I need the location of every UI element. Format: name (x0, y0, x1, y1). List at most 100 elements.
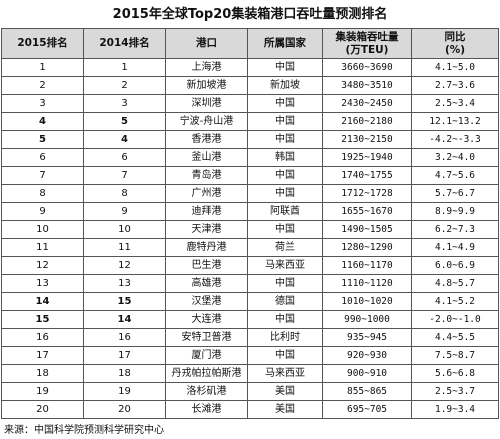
table-row: 14 15 汉堡港 德国 1010~1020 4.1~5.2 (1, 292, 499, 311)
cell-port: 高雄港 (165, 274, 248, 293)
cell-rank-2014: 11 (83, 238, 166, 257)
cell-growth: 6.2~7.3 (411, 220, 499, 239)
cell-country: 中国 (247, 94, 323, 113)
cell-rank-2015: 11 (1, 238, 84, 257)
cell-growth: 2.5~3.4 (411, 94, 499, 113)
cell-country: 中国 (247, 220, 323, 239)
cell-country: 中国 (247, 112, 323, 131)
table-row: 11 11 鹿特丹港 荷兰 1280~1290 4.1~4.9 (1, 238, 499, 257)
cell-rank-2015: 10 (1, 220, 84, 239)
table-row: 10 10 天津港 中国 1490~1505 6.2~7.3 (1, 220, 499, 239)
cell-throughput: 855~865 (322, 382, 412, 401)
cell-rank-2014: 5 (83, 112, 166, 131)
cell-country: 马来西亚 (247, 256, 323, 275)
cell-port: 迪拜港 (165, 202, 248, 221)
table-row: 19 19 洛杉矶港 美国 855~865 2.5~3.7 (1, 382, 499, 401)
cell-growth: -4.2~-3.3 (411, 130, 499, 149)
header-growth-line1: 同比 (444, 30, 466, 43)
cell-rank-2014: 10 (83, 220, 166, 239)
table-row: 8 8 广州港 中国 1712~1728 5.7~6.7 (1, 184, 499, 203)
table-row: 16 16 安特卫普港 比利时 935~945 4.4~5.5 (1, 328, 499, 347)
cell-rank-2015: 8 (1, 184, 84, 203)
cell-rank-2014: 6 (83, 148, 166, 167)
page-title: 2015年全球Top20集装箱港口吞吐量预测排名 (112, 7, 388, 22)
cell-growth: 4.8~5.7 (411, 274, 499, 293)
cell-throughput: 695~705 (322, 400, 412, 419)
cell-throughput: 1160~1170 (322, 256, 412, 275)
cell-growth: 6.0~6.9 (411, 256, 499, 275)
cell-country: 中国 (247, 130, 323, 149)
cell-rank-2015: 16 (1, 328, 84, 347)
cell-port: 青岛港 (165, 166, 248, 185)
cell-throughput: 920~930 (322, 346, 412, 365)
table-row: 4 5 宁波-舟山港 中国 2160~2180 12.1~13.2 (1, 112, 499, 131)
cell-rank-2014: 20 (83, 400, 166, 419)
cell-country: 荷兰 (247, 238, 323, 257)
cell-rank-2015: 1 (1, 58, 84, 77)
cell-rank-2014: 14 (83, 310, 166, 329)
cell-country: 中国 (247, 58, 323, 77)
cell-throughput: 3480~3510 (322, 76, 412, 95)
cell-throughput: 1280~1290 (322, 238, 412, 257)
cell-rank-2014: 1 (83, 58, 166, 77)
header-country: 所属国家 (247, 28, 323, 59)
cell-rank-2015: 17 (1, 346, 84, 365)
cell-throughput: 1740~1755 (322, 166, 412, 185)
cell-rank-2015: 7 (1, 166, 84, 185)
cell-port: 香港港 (165, 130, 248, 149)
cell-country: 中国 (247, 310, 323, 329)
header-throughput-line2: (万TEU) (345, 43, 389, 56)
cell-throughput: 3660~3690 (322, 58, 412, 77)
cell-throughput: 1712~1728 (322, 184, 412, 203)
cell-country: 美国 (247, 382, 323, 401)
cell-growth: 2.5~3.7 (411, 382, 499, 401)
cell-port: 新加坡港 (165, 76, 248, 95)
table-row: 12 12 巴生港 马来西亚 1160~1170 6.0~6.9 (1, 256, 499, 275)
cell-country: 比利时 (247, 328, 323, 347)
cell-growth: 4.4~5.5 (411, 328, 499, 347)
cell-growth: 4.1~5.0 (411, 58, 499, 77)
cell-growth: 4.1~5.2 (411, 292, 499, 311)
cell-throughput: 1110~1120 (322, 274, 412, 293)
header-growth: 同比 (%) (411, 28, 499, 59)
table-row: 15 14 大连港 中国 990~1000 -2.0~-1.0 (1, 310, 499, 329)
cell-rank-2014: 19 (83, 382, 166, 401)
table-row: 7 7 青岛港 中国 1740~1755 4.7~5.6 (1, 166, 499, 185)
table-row: 5 4 香港港 中国 2130~2150 -4.2~-3.3 (1, 130, 499, 149)
table-row: 9 9 迪拜港 阿联酋 1655~1670 8.9~9.9 (1, 202, 499, 221)
cell-country: 中国 (247, 184, 323, 203)
header-port: 港口 (165, 28, 248, 59)
cell-port: 洛杉矶港 (165, 382, 248, 401)
cell-country: 马来西亚 (247, 364, 323, 383)
cell-throughput: 900~910 (322, 364, 412, 383)
cell-country: 中国 (247, 166, 323, 185)
source-note: 来源：中国科学院预测科学研究中心 (4, 425, 164, 436)
header-throughput: 集装箱吞吐量 (万TEU) (322, 28, 412, 59)
cell-rank-2015: 2 (1, 76, 84, 95)
cell-growth: 12.1~13.2 (411, 112, 499, 131)
cell-throughput: 2430~2450 (322, 94, 412, 113)
cell-growth: 7.5~8.7 (411, 346, 499, 365)
cell-growth: 1.9~3.4 (411, 400, 499, 419)
cell-rank-2015: 5 (1, 130, 84, 149)
page: 2015年全球Top20集装箱港口吞吐量预测排名 2015排名 2014排名 港… (1, 7, 499, 436)
cell-throughput: 2160~2180 (322, 112, 412, 131)
cell-country: 中国 (247, 346, 323, 365)
cell-port: 鹿特丹港 (165, 238, 248, 257)
cell-rank-2014: 15 (83, 292, 166, 311)
cell-growth: 2.7~3.6 (411, 76, 499, 95)
table-row: 3 3 深圳港 中国 2430~2450 2.5~3.4 (1, 94, 499, 113)
cell-throughput: 2130~2150 (322, 130, 412, 149)
cell-throughput: 935~945 (322, 328, 412, 347)
table-row: 20 20 长滩港 美国 695~705 1.9~3.4 (1, 400, 499, 419)
cell-port: 汉堡港 (165, 292, 248, 311)
cell-port: 丹戎帕拉帕斯港 (165, 364, 248, 383)
cell-port: 大连港 (165, 310, 248, 329)
cell-port: 巴生港 (165, 256, 248, 275)
table-row: 6 6 釜山港 韩国 1925~1940 3.2~4.0 (1, 148, 499, 167)
cell-rank-2015: 6 (1, 148, 84, 167)
table-row: 18 18 丹戎帕拉帕斯港 马来西亚 900~910 5.6~6.8 (1, 364, 499, 383)
cell-growth: 4.1~4.9 (411, 238, 499, 257)
cell-rank-2015: 18 (1, 364, 84, 383)
cell-country: 韩国 (247, 148, 323, 167)
